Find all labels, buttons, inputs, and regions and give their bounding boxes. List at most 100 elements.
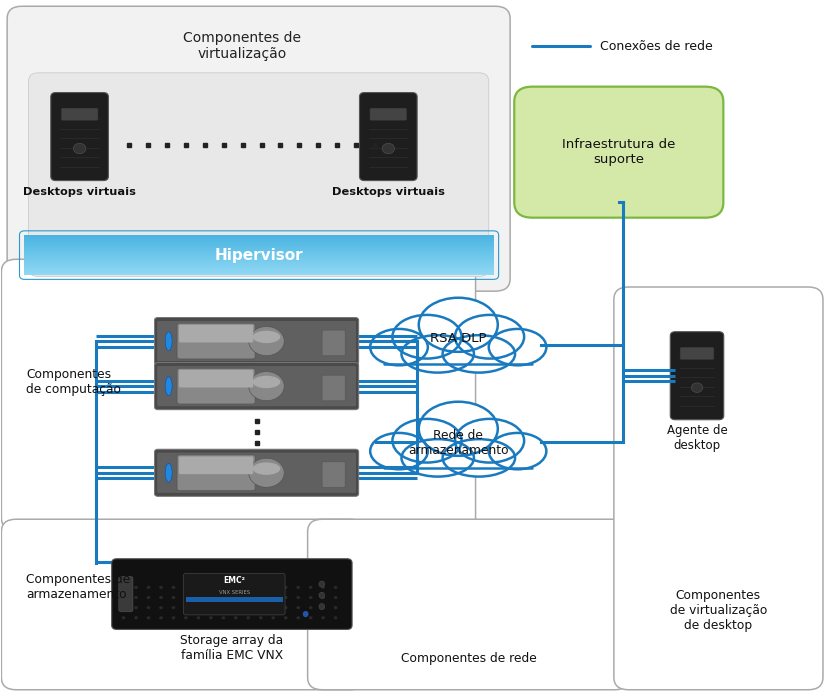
Circle shape [321,586,325,589]
Bar [25,265,494,266]
Ellipse shape [249,458,284,487]
Circle shape [246,596,250,599]
Circle shape [272,606,275,609]
FancyBboxPatch shape [359,93,417,180]
Bar [25,263,494,264]
Ellipse shape [319,592,325,599]
Bar [25,244,494,245]
Text: Rede de
armazenamento: Rede de armazenamento [408,429,509,457]
FancyBboxPatch shape [179,370,254,388]
Circle shape [309,586,312,589]
Bar [25,241,494,242]
FancyBboxPatch shape [614,287,823,690]
Circle shape [159,596,163,599]
Circle shape [246,586,250,589]
Circle shape [134,596,138,599]
Circle shape [334,586,338,589]
Circle shape [309,616,312,619]
Circle shape [272,586,275,589]
FancyBboxPatch shape [322,330,345,356]
Bar [25,258,494,259]
Bar [384,349,533,364]
FancyBboxPatch shape [7,6,510,291]
Ellipse shape [392,315,462,358]
Ellipse shape [419,298,498,351]
FancyBboxPatch shape [183,574,285,615]
Ellipse shape [443,439,515,477]
Ellipse shape [165,332,172,350]
Circle shape [134,616,138,619]
Circle shape [309,606,312,609]
Circle shape [321,606,325,609]
Circle shape [147,606,150,609]
Bar [25,249,494,250]
Circle shape [246,606,250,609]
Circle shape [147,586,150,589]
Circle shape [209,596,213,599]
Text: Desktops virtuais: Desktops virtuais [332,187,444,197]
Circle shape [334,596,338,599]
Circle shape [382,143,395,154]
Ellipse shape [392,419,462,463]
Ellipse shape [455,419,525,463]
Circle shape [184,606,188,609]
FancyBboxPatch shape [157,452,356,493]
Bar [25,238,494,239]
Circle shape [159,586,163,589]
Bar [25,270,494,271]
Bar [25,252,494,253]
Bar [25,237,494,238]
Circle shape [184,616,188,619]
Bar [25,264,494,265]
FancyBboxPatch shape [177,455,255,491]
Circle shape [297,586,300,589]
Bar [25,266,494,267]
Circle shape [309,596,312,599]
Text: Componentes
de virtualização
de desktop: Componentes de virtualização de desktop [670,590,767,632]
Circle shape [74,143,86,154]
Text: Componentes de
virtualização: Componentes de virtualização [183,31,301,61]
Circle shape [221,616,225,619]
Ellipse shape [419,402,498,456]
FancyBboxPatch shape [157,321,356,361]
Text: Agente de
desktop: Agente de desktop [667,424,728,452]
Text: Storage array da
família EMC VNX: Storage array da família EMC VNX [180,633,283,662]
Bar [25,247,494,248]
Circle shape [197,596,200,599]
Circle shape [197,586,200,589]
Text: Infraestrutura de
suporte: Infraestrutura de suporte [563,139,676,166]
Circle shape [221,606,225,609]
Circle shape [172,616,175,619]
Circle shape [321,616,325,619]
FancyBboxPatch shape [119,576,133,612]
Circle shape [159,606,163,609]
Circle shape [297,596,300,599]
Bar [25,274,494,275]
Circle shape [147,616,150,619]
Circle shape [334,616,338,619]
Circle shape [259,596,263,599]
Bar [25,245,494,246]
FancyBboxPatch shape [515,87,724,218]
Circle shape [234,616,238,619]
Bar [25,255,494,256]
Bar [384,452,533,468]
Circle shape [691,383,703,393]
Text: Conexões de rede: Conexões de rede [600,40,713,53]
Ellipse shape [249,372,284,401]
Bar [25,261,494,262]
Ellipse shape [489,329,546,365]
FancyBboxPatch shape [177,323,255,359]
Bar [25,239,494,240]
Circle shape [234,596,238,599]
Circle shape [272,596,275,599]
Bar [25,250,494,251]
Circle shape [159,616,163,619]
Circle shape [259,616,263,619]
Bar [25,246,494,247]
Bar [25,269,494,270]
Circle shape [147,596,150,599]
Bar [25,267,494,268]
Bar [25,268,494,269]
FancyBboxPatch shape [670,332,724,420]
